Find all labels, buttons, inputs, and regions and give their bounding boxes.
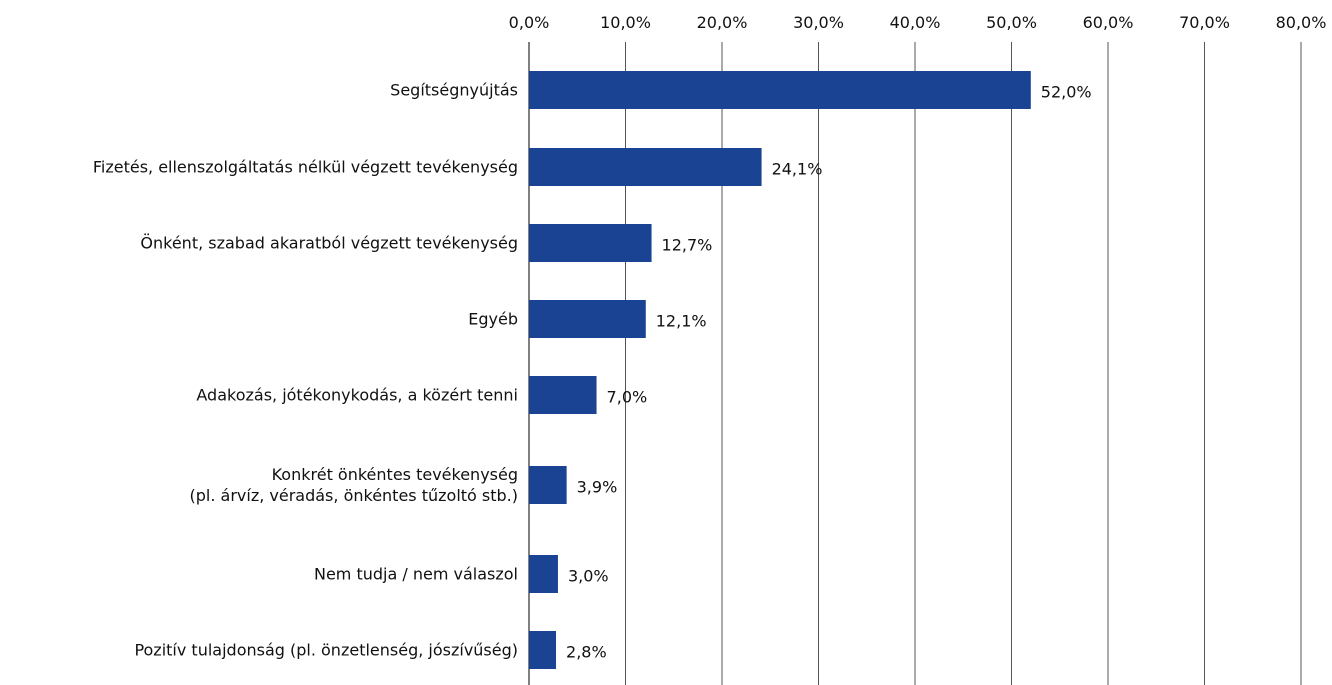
category-label: Pozitív tulajdonság (pl. önzetlenség, jó… bbox=[134, 640, 518, 660]
category-label: Konkrét önkéntes tevékenység (pl. árvíz,… bbox=[189, 465, 518, 505]
category-label: Fizetés, ellenszolgáltatás nélkül végzet… bbox=[92, 157, 518, 177]
value-label: 3,0% bbox=[567, 566, 609, 586]
value-label: 24,1% bbox=[771, 159, 823, 179]
category-label: Egyéb bbox=[468, 309, 518, 329]
value-label: 12,7% bbox=[661, 235, 713, 255]
category-label: Adakozás, jótékonykodás, a közért tenni bbox=[196, 385, 518, 405]
bar bbox=[529, 300, 646, 338]
x-tick-label: 70,0% bbox=[1179, 13, 1230, 32]
x-tick-label: 30,0% bbox=[793, 13, 844, 32]
x-tick-label: 20,0% bbox=[696, 13, 748, 32]
x-tick-label: 0,0% bbox=[508, 13, 550, 32]
category-label: Önként, szabad akaratból végzett tevéken… bbox=[140, 233, 518, 253]
category-label: Nem tudja / nem válaszol bbox=[313, 564, 518, 584]
value-label: 7,0% bbox=[606, 387, 648, 407]
bar bbox=[529, 148, 762, 186]
x-tick-label: 10,0% bbox=[600, 13, 651, 32]
bar bbox=[529, 631, 557, 669]
bar bbox=[529, 466, 567, 504]
value-label: 3,9% bbox=[576, 477, 618, 497]
x-tick-label: 80,0% bbox=[1275, 13, 1327, 32]
value-label: 12,1% bbox=[655, 311, 707, 331]
x-tick-label: 50,0% bbox=[986, 13, 1037, 32]
category-label: Segítségnyújtás bbox=[390, 80, 518, 100]
bar bbox=[529, 224, 652, 262]
value-label: 52,0% bbox=[1040, 82, 1092, 102]
bar bbox=[529, 555, 558, 593]
bar bbox=[529, 376, 597, 414]
x-tick-label: 40,0% bbox=[889, 13, 941, 32]
value-label: 2,8% bbox=[566, 642, 607, 662]
bar bbox=[529, 71, 1031, 109]
x-tick-label: 60,0% bbox=[1082, 13, 1134, 32]
